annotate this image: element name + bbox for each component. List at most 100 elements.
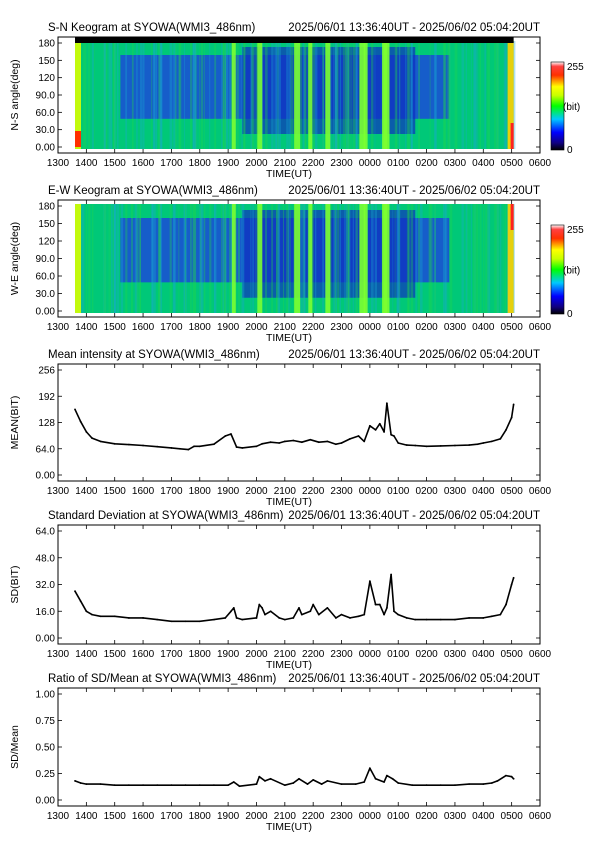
keogram-streak	[345, 41, 347, 149]
y-tick-label: 0.75	[36, 716, 56, 727]
x-tick-label: 1800	[189, 322, 212, 333]
data-point	[241, 447, 244, 449]
keogram-streak	[343, 41, 344, 149]
panel-time-range: 2025/06/01 13:36:40UT - 2025/06/02 05:04…	[288, 510, 540, 522]
data-point	[320, 783, 323, 785]
keogram-streak	[184, 41, 186, 149]
keogram-streak	[276, 204, 278, 313]
data-point	[198, 784, 201, 787]
x-tick-label: 2200	[302, 811, 325, 822]
keogram-streak	[103, 204, 105, 313]
keogram-streak	[151, 204, 154, 313]
panel-title: Mean intensity at SYOWA(WMI3_486nm)	[48, 349, 260, 361]
keogram-streak	[271, 41, 274, 149]
x-tick-label: 1400	[75, 811, 98, 822]
data-point	[354, 783, 357, 785]
data-point	[439, 784, 442, 787]
panel-1: 255 (bit) 0 0.00 30.0 60.0 90.0 120 150 180 N-S an…	[9, 22, 584, 180]
x-tick-label: 1700	[160, 649, 183, 660]
keogram-streak	[103, 204, 105, 313]
keogram-streak	[113, 204, 116, 313]
keogram-streak	[103, 41, 105, 149]
keogram-streak	[436, 41, 437, 149]
data-point	[230, 610, 232, 613]
y-tick-label: 0.50	[36, 743, 56, 754]
keogram-streak	[103, 41, 106, 149]
data-point	[363, 613, 366, 616]
keogram-streak	[224, 41, 226, 149]
data-point	[363, 440, 366, 443]
keogram-streak	[484, 41, 486, 149]
keogram-streak	[347, 41, 350, 149]
data-point	[261, 442, 264, 445]
data-point	[170, 447, 173, 449]
data-point	[238, 785, 241, 788]
data-point	[499, 613, 502, 616]
keogram-streak	[155, 41, 157, 149]
data-point	[425, 445, 428, 448]
keogram-streak	[251, 41, 254, 149]
x-tick-label: 2100	[274, 486, 297, 497]
x-tick-label: 1600	[132, 486, 155, 497]
data-point	[378, 603, 381, 606]
data-point	[510, 583, 513, 586]
keogram-streak	[474, 41, 476, 149]
data-point	[397, 442, 400, 444]
x-tick-label: 2300	[330, 158, 353, 169]
data-point	[156, 618, 159, 621]
keogram-streak	[398, 204, 401, 313]
x-tick-label: 2300	[330, 649, 353, 660]
x-tick-label: 0500	[501, 486, 524, 497]
panel-time-range: 2025/06/01 13:36:40UT - 2025/06/02 05:04…	[288, 349, 540, 361]
keogram-streak	[467, 204, 469, 313]
data-point	[156, 784, 159, 787]
keogram-streak	[178, 204, 180, 313]
keogram-streak	[512, 41, 516, 149]
x-tick-label: 0400	[472, 486, 495, 497]
data-point	[512, 777, 515, 780]
data-point	[99, 615, 102, 618]
panel-title: E-W Keogram at SYOWA(WMI3_486nm)	[48, 185, 258, 197]
keogram-streak	[230, 41, 232, 149]
data-point	[142, 617, 144, 619]
keogram-streak	[169, 41, 173, 149]
data-point	[499, 438, 502, 440]
keogram-streak	[487, 204, 491, 313]
keogram-streak	[103, 41, 106, 149]
keogram-streak	[479, 41, 482, 149]
data-point	[298, 607, 300, 609]
data-point	[505, 774, 507, 777]
x-tick-label: 0200	[415, 322, 438, 333]
data-point	[374, 428, 377, 431]
keogram-aurora-column	[359, 204, 366, 313]
x-tick-label: 1700	[160, 158, 183, 169]
data-point	[439, 444, 442, 447]
keogram-streak	[88, 41, 90, 149]
keogram-streak	[214, 204, 216, 313]
keogram-streak	[276, 41, 278, 149]
keogram-aurora-column	[294, 41, 301, 149]
keogram-streak	[237, 204, 240, 313]
x-tick-label: 0500	[501, 649, 524, 660]
x-tick-label: 2000	[245, 649, 268, 660]
x-tick-label: 0100	[387, 486, 410, 497]
keogram-streak	[108, 41, 112, 149]
keogram-streak	[428, 204, 431, 313]
data-point	[85, 783, 88, 785]
keogram-streak	[153, 204, 156, 313]
data-point	[156, 445, 159, 448]
data-point	[374, 603, 377, 606]
data-point	[241, 618, 244, 621]
y-tick-label: 60.0	[36, 272, 56, 283]
x-tick-label: 1800	[189, 649, 212, 660]
panel-title: S-N Keogram at SYOWA(WMI3_486nm)	[48, 22, 255, 34]
keogram-streak	[250, 204, 252, 313]
data-point	[490, 440, 493, 443]
x-tick-label: 1600	[132, 322, 155, 333]
keogram-streak	[483, 204, 485, 313]
keogram-streak	[304, 41, 305, 149]
data-point	[213, 443, 215, 446]
data-point	[510, 775, 513, 778]
data-point	[368, 767, 371, 770]
